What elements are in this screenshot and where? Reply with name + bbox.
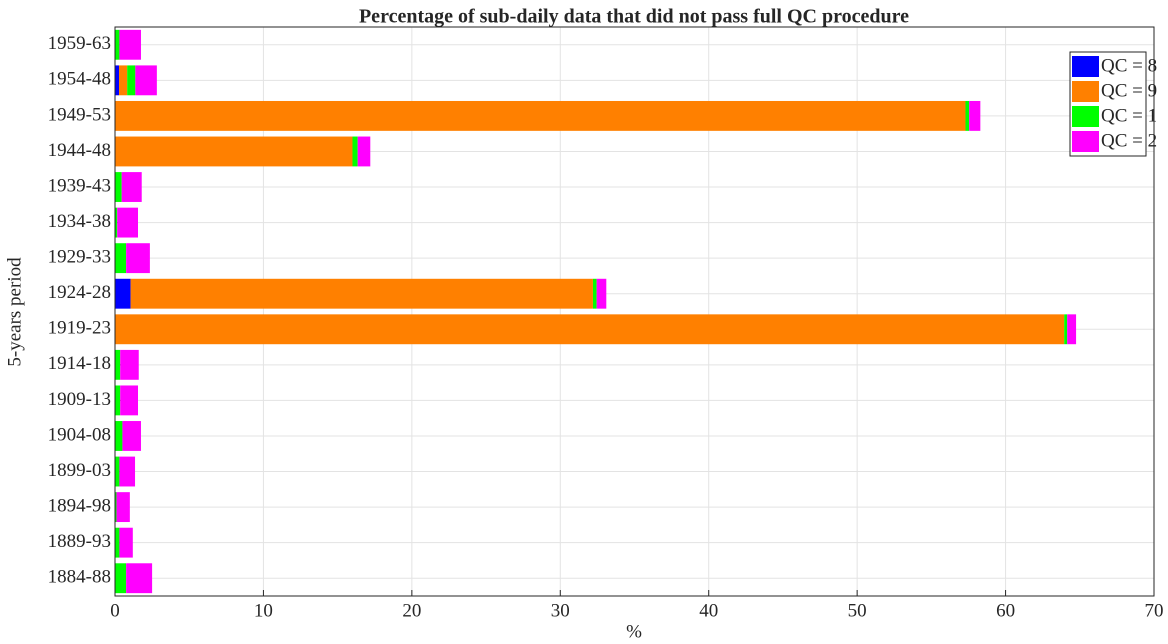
bar-segment: [119, 29, 141, 60]
y-tick-label: 1954-48: [48, 69, 111, 90]
bar-segment: [115, 421, 123, 451]
legend-swatch: [1072, 81, 1099, 102]
x-tick-label: 40: [699, 600, 718, 621]
bar-segment: [357, 136, 371, 167]
bar-segment: [1067, 314, 1077, 345]
bar-segment: [965, 100, 970, 131]
legend-swatch: [1072, 106, 1099, 127]
y-tick-label: 1894-98: [48, 495, 111, 516]
y-tick-label: 1924-28: [48, 282, 111, 303]
bar-segment: [115, 385, 121, 416]
y-tick-label: 1949-53: [48, 104, 111, 125]
bar-segment: [116, 492, 130, 523]
bar-segment: [115, 100, 966, 131]
legend-swatch: [1072, 56, 1099, 77]
bar-segment: [115, 527, 120, 558]
legend-label: QC = 1: [1101, 105, 1157, 126]
bar-segment: [115, 349, 121, 380]
legend-label: QC = 8: [1101, 55, 1157, 76]
bar-segment: [115, 172, 122, 202]
x-tick-label: 20: [402, 600, 421, 621]
bar-segment: [969, 100, 981, 131]
y-tick-label: 1929-33: [48, 247, 111, 268]
y-tick-label: 1934-38: [48, 211, 111, 232]
x-tick-label: 0: [110, 600, 120, 621]
bar-segment: [115, 456, 120, 487]
bar-segment: [122, 421, 141, 451]
x-tick-label: 30: [551, 600, 570, 621]
y-tick-label: 1919-23: [48, 318, 111, 339]
chart-title: Percentage of sub-daily data that did no…: [359, 6, 909, 28]
legend-label: QC = 9: [1101, 80, 1157, 101]
bar-segment: [115, 492, 117, 523]
bar-segment: [1064, 314, 1068, 345]
y-tick-label: 1939-43: [48, 175, 111, 196]
x-axis-label: %: [626, 621, 642, 642]
plot-frame: [114, 26, 1155, 597]
x-tick-label: 50: [848, 600, 867, 621]
bar-segment: [115, 314, 1065, 345]
y-tick-label: 1904-08: [48, 424, 111, 445]
y-tick-label: 1884-88: [48, 567, 111, 588]
legend-swatch: [1072, 131, 1099, 152]
bar-segment: [121, 172, 142, 202]
bar-segment: [130, 278, 593, 309]
bar-segment: [596, 278, 607, 309]
bar-segment: [115, 563, 127, 594]
bar-segment: [115, 243, 127, 274]
bar-segment: [135, 65, 157, 96]
y-tick-label: 1899-03: [48, 460, 111, 481]
bar-segment: [117, 207, 139, 238]
y-tick-label: 1889-93: [48, 531, 111, 552]
bar-segment: [115, 29, 120, 60]
bar-segment: [115, 278, 131, 309]
bar-segment: [126, 563, 153, 594]
bar-segment: [120, 385, 139, 416]
y-tick-label: 1959-63: [48, 33, 111, 54]
x-tick-label: 10: [254, 600, 273, 621]
y-tick-label: 1909-13: [48, 389, 111, 410]
x-tick-label: 70: [1145, 600, 1164, 621]
bar-segment: [119, 456, 136, 487]
bar-segment: [127, 65, 136, 96]
bar-segment: [115, 65, 120, 96]
bar-segment: [119, 65, 128, 96]
bar-segment: [592, 278, 597, 309]
bar-segment: [115, 136, 353, 167]
bar-segment: [126, 243, 150, 274]
bar-segment: [119, 527, 133, 558]
y-tick-label: 1944-48: [48, 140, 111, 161]
bar-segment: [120, 349, 139, 380]
bar-segment: [352, 136, 358, 167]
x-tick-label: 60: [996, 600, 1015, 621]
y-tick-label: 1914-18: [48, 353, 111, 374]
legend-label: QC = 2: [1101, 130, 1157, 151]
y-axis-label: 5-years period: [4, 257, 25, 367]
bar-segment: [115, 207, 118, 238]
